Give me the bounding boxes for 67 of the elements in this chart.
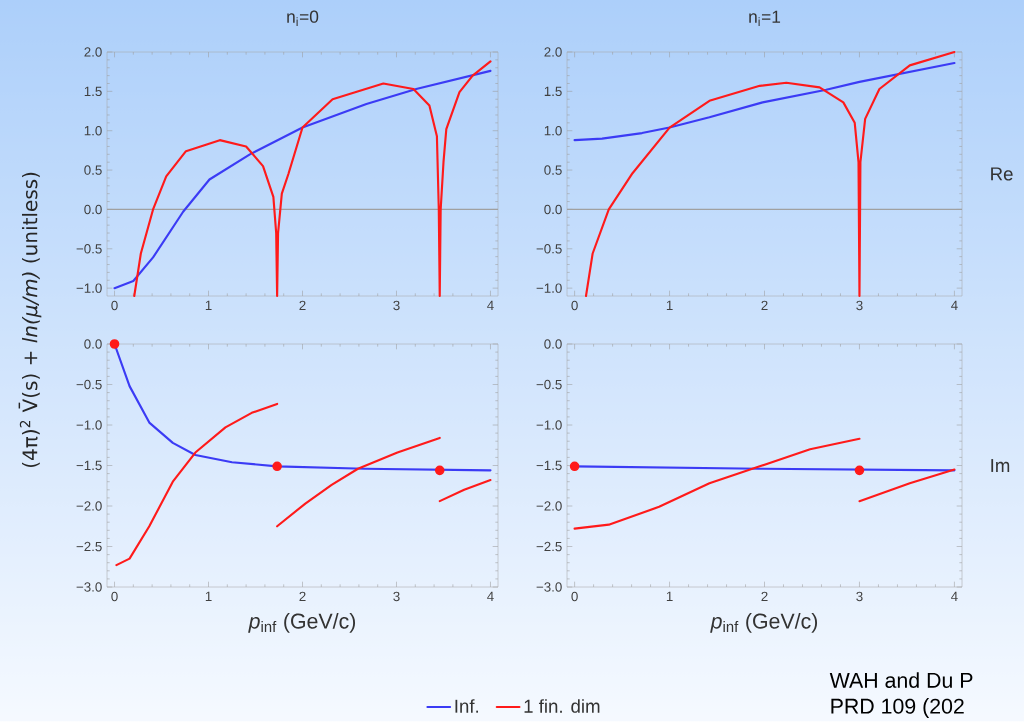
x-tick-label: 2 <box>761 300 768 310</box>
text: WAH and Du P <box>829 672 973 688</box>
y-tick-label: 0.5 <box>84 165 102 175</box>
point <box>109 339 120 349</box>
x-axis-title: p$_{inf}$ (GeV/c) <box>710 612 818 633</box>
x-tick-label: 0 <box>111 300 118 310</box>
x-axis-title: p$_{inf}$ (GeV/c) <box>248 612 356 633</box>
x-tick-label: 2 <box>299 591 306 601</box>
y-tick-label: −2.5 <box>536 541 562 552</box>
x-tick-label: 3 <box>856 300 863 310</box>
y-tick-label: −0.5 <box>76 379 102 390</box>
x-tick-label: 0 <box>111 591 118 601</box>
y-tick-label: −2.0 <box>76 501 102 511</box>
line-series <box>573 61 956 142</box>
y-tick-label: −1.5 <box>536 460 562 470</box>
x-tick-label: 4 <box>951 300 958 310</box>
line-series <box>115 402 279 567</box>
y-tick-label: −1.0 <box>536 420 562 430</box>
y-tick-label: −0.5 <box>536 379 562 390</box>
y-tick-label: 1.0 <box>84 125 102 136</box>
y-tick-label: −2.5 <box>76 541 102 552</box>
x-tick-label: 2 <box>299 300 306 310</box>
y-tick-label: −3.0 <box>536 582 562 592</box>
point <box>434 465 445 475</box>
y-tick-label: −1.0 <box>76 420 102 430</box>
y-tick-label: −0.5 <box>76 243 102 254</box>
text: Re <box>991 167 1013 181</box>
x-tick-label: 1 <box>205 300 212 310</box>
x-tick-label: 4 <box>951 591 958 601</box>
y-tick-label: 2.0 <box>84 47 102 57</box>
x-tick-label: 0 <box>571 591 578 601</box>
x-tick-label: 1 <box>205 591 212 601</box>
chart-title: n$_{i}$=0 <box>287 10 319 26</box>
x-tick-label: 0 <box>571 300 578 310</box>
legend-label: Inf. <box>455 698 479 713</box>
y-tick-label: 0.0 <box>544 339 562 349</box>
legend-label: 1 fin. dim <box>524 698 600 713</box>
x-tick-label: 4 <box>487 591 494 601</box>
y-tick-label: 0.0 <box>544 204 562 214</box>
line-series <box>276 436 441 528</box>
y-tick-label: 2.0 <box>544 47 562 57</box>
y-tick-label: 0.5 <box>544 165 562 175</box>
x-tick-label: 3 <box>393 591 400 601</box>
line-series <box>584 50 956 297</box>
text: PRD 109 (202 <box>831 697 964 718</box>
y-tick-label: 1.5 <box>84 86 102 96</box>
y-tick-label: 1.5 <box>544 86 562 96</box>
x-tick-label: 1 <box>666 591 673 601</box>
y-tick-label: −3.0 <box>76 582 102 592</box>
y-tick-label: 0.0 <box>84 339 102 349</box>
x-tick-label: 3 <box>393 300 400 310</box>
y-tick-label: 0.0 <box>84 204 102 214</box>
x-tick-label: 3 <box>856 591 863 601</box>
y-tick-label: −1.5 <box>76 460 102 470</box>
chart-title: n$_{i}$=1 <box>749 10 781 26</box>
point <box>272 461 282 471</box>
text: Im <box>991 458 1010 472</box>
y-tick-label: 1.0 <box>544 125 562 136</box>
y-axis-title: (4π)$^{2}$ V̄(s) + ln(μ/m) (unitless) <box>18 172 42 467</box>
y-tick-label: −1.0 <box>76 283 102 293</box>
x-tick-label: 4 <box>487 300 494 310</box>
y-tick-label: −1.0 <box>536 283 562 293</box>
x-tick-label: 1 <box>666 300 673 310</box>
y-tick-label: −2.0 <box>536 501 562 511</box>
y-tick-label: −0.5 <box>536 243 562 254</box>
x-tick-label: 2 <box>761 591 768 601</box>
line-series <box>573 437 861 530</box>
